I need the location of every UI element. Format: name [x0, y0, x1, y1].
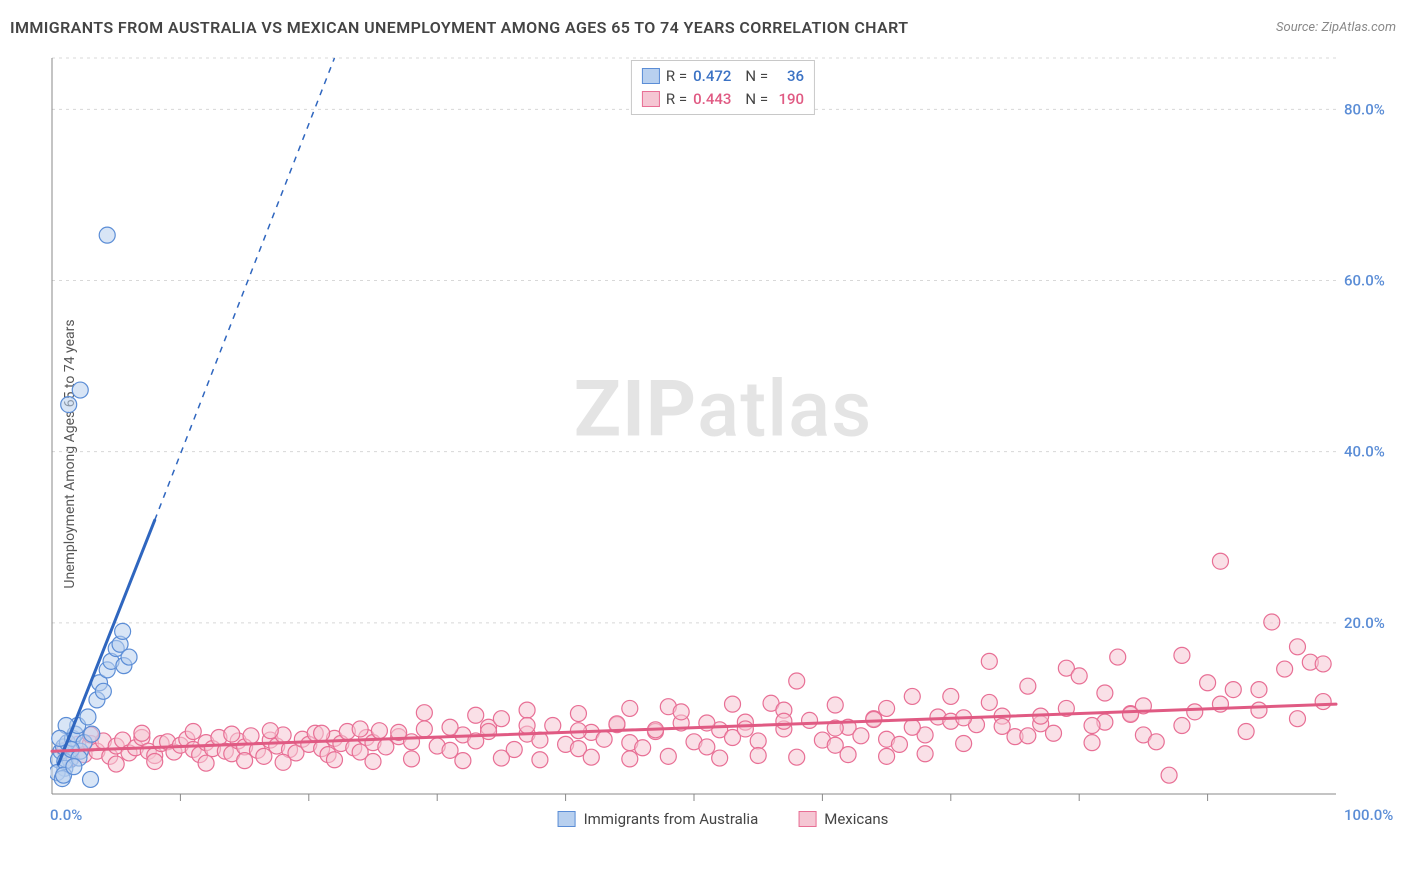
trend-lines: [52, 58, 1336, 764]
source-attribution: Source: ZipAtlas.com: [1276, 20, 1396, 35]
legend-swatch-pink: [798, 811, 816, 827]
axes: [52, 58, 1336, 801]
title-bar: IMMIGRANTS FROM AUSTRALIA VS MEXICAN UNE…: [10, 18, 1396, 37]
r-value-mexicans: 0.443: [693, 88, 731, 111]
scatter-plot-svg: 20.0% 40.0% 60.0% 80.0% 0.0% 100.0%: [50, 52, 1396, 830]
series-mexicans: [57, 553, 1331, 783]
svg-text:0.0%: 0.0%: [50, 806, 82, 824]
source-prefix: Source:: [1276, 20, 1321, 35]
legend-row-mexicans: R = 0.443 N = 190: [642, 88, 804, 111]
source-name: ZipAtlas.com: [1321, 20, 1396, 35]
r-label: R =: [666, 65, 687, 88]
svg-text:80.0%: 80.0%: [1344, 100, 1385, 118]
svg-text:100.0%: 100.0%: [1344, 806, 1393, 824]
legend-label-australia: Immigrants from Australia: [584, 810, 759, 828]
legend-swatch-blue: [642, 68, 660, 84]
n-value-australia: 36: [774, 65, 804, 88]
r-label: R =: [666, 88, 687, 111]
legend-swatch-blue: [558, 811, 576, 827]
svg-text:20.0%: 20.0%: [1344, 614, 1385, 632]
legend-swatch-pink: [642, 91, 660, 107]
svg-text:60.0%: 60.0%: [1344, 272, 1385, 290]
n-label: N =: [745, 65, 768, 88]
gridlines: [52, 58, 1336, 623]
n-label: N =: [745, 88, 768, 111]
legend-item-mexicans: Mexicans: [798, 810, 888, 828]
chart-title: IMMIGRANTS FROM AUSTRALIA VS MEXICAN UNE…: [10, 18, 908, 37]
legend-correlation: R = 0.472 N = 36 R = 0.443 N = 190: [631, 60, 815, 115]
legend-row-australia: R = 0.472 N = 36: [642, 65, 804, 88]
legend-label-mexicans: Mexicans: [824, 810, 888, 828]
svg-text:40.0%: 40.0%: [1344, 443, 1385, 461]
plot-area: 20.0%40.0%60.0%80.0%0.0%100.0% ZIPatlas …: [50, 52, 1396, 830]
n-value-mexicans: 190: [774, 88, 804, 111]
series-australia: [50, 227, 137, 787]
legend-item-australia: Immigrants from Australia: [558, 810, 759, 828]
legend-series: Immigrants from Australia Mexicans: [558, 810, 889, 828]
r-value-australia: 0.472: [693, 65, 731, 88]
